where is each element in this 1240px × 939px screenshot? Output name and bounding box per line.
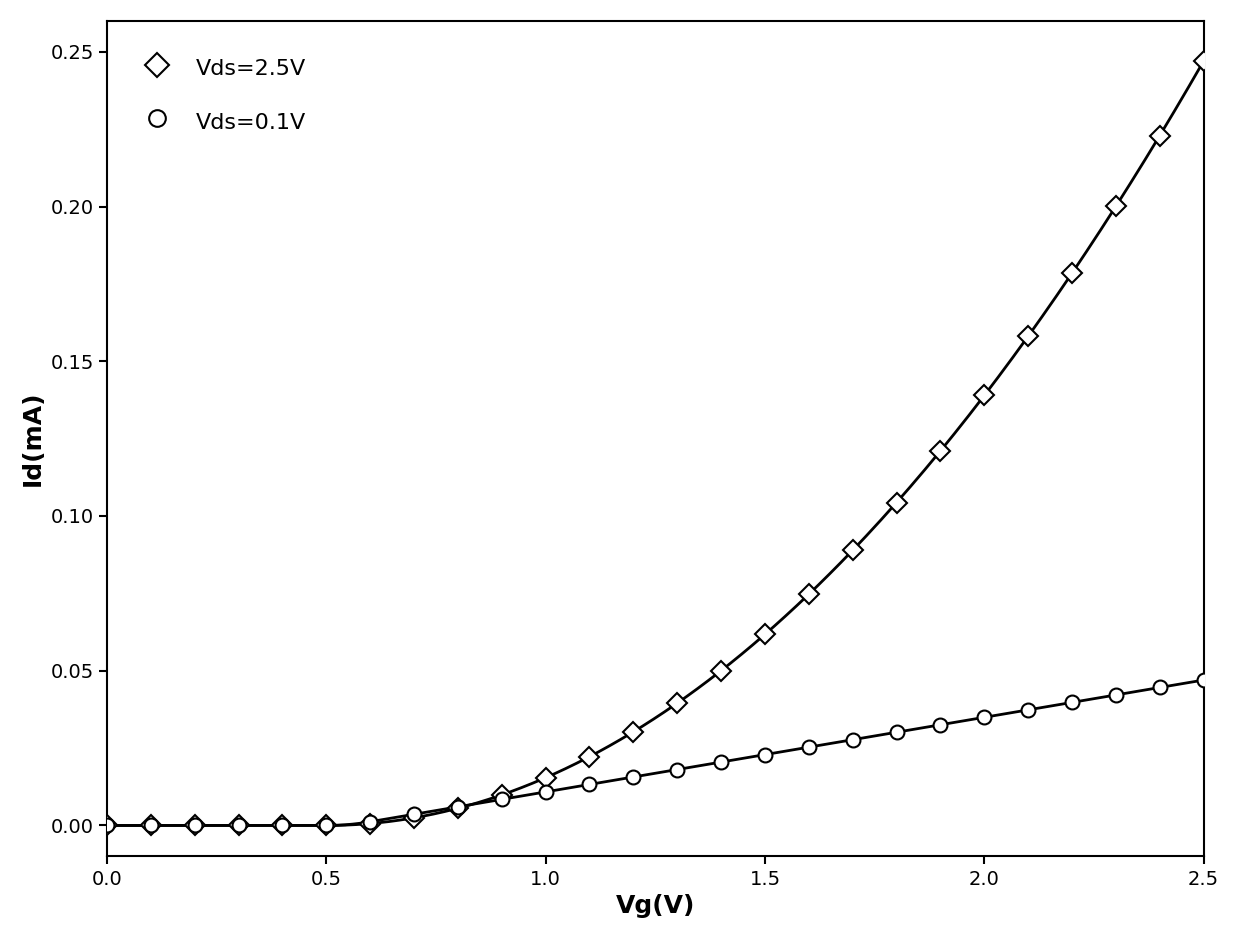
Vds=0.1V [670, 764, 684, 776]
Vds=2.5V [670, 698, 684, 709]
Vds=2.5V [1065, 268, 1080, 279]
Vds=0.1V [99, 820, 114, 831]
Vds=0.1V [1152, 682, 1167, 693]
Vds=0.1V [450, 801, 465, 812]
Vds=0.1V [889, 727, 904, 738]
Vds=0.1V [144, 820, 159, 831]
Vds=2.5V [1197, 55, 1211, 67]
Vds=0.1V [319, 820, 334, 831]
Vds=0.1V [1021, 704, 1035, 716]
Vds=2.5V [363, 818, 378, 829]
Vds=2.5V [144, 820, 159, 831]
Vds=2.5V [977, 390, 992, 401]
Vds=2.5V [407, 812, 422, 824]
Vds=0.1V [363, 816, 378, 827]
Vds=0.1V [495, 793, 510, 805]
Vds=2.5V [450, 803, 465, 814]
Vds=0.1V [187, 820, 202, 831]
Vds=0.1V [538, 786, 553, 797]
Vds=0.1V [275, 820, 290, 831]
Y-axis label: Id(mA): Id(mA) [21, 391, 45, 486]
Vds=0.1V [1109, 689, 1123, 700]
Vds=2.5V [846, 545, 861, 556]
Vds=2.5V [1152, 130, 1167, 141]
Vds=2.5V [626, 726, 641, 737]
Vds=0.1V [758, 749, 773, 761]
Line: Vds=2.5V: Vds=2.5V [100, 54, 1210, 832]
Vds=2.5V [801, 589, 816, 600]
Vds=2.5V [889, 497, 904, 508]
Vds=2.5V [1021, 331, 1035, 342]
Line: Vds=0.1V: Vds=0.1V [100, 673, 1210, 832]
Vds=0.1V [582, 778, 596, 790]
Vds=0.1V [1197, 674, 1211, 685]
Vds=2.5V [758, 629, 773, 640]
Vds=2.5V [99, 820, 114, 831]
Vds=2.5V [231, 820, 246, 831]
Vds=0.1V [231, 820, 246, 831]
X-axis label: Vg(V): Vg(V) [615, 894, 694, 918]
Vds=0.1V [977, 712, 992, 723]
Vds=2.5V [714, 665, 729, 676]
Vds=2.5V [932, 445, 947, 456]
Vds=0.1V [714, 757, 729, 768]
Vds=0.1V [407, 808, 422, 820]
Vds=0.1V [932, 719, 947, 731]
Vds=2.5V [1109, 201, 1123, 212]
Vds=0.1V [846, 734, 861, 746]
Vds=2.5V [538, 772, 553, 783]
Vds=0.1V [626, 771, 641, 782]
Vds=0.1V [801, 742, 816, 753]
Vds=2.5V [319, 820, 334, 831]
Vds=2.5V [582, 751, 596, 762]
Vds=0.1V [1065, 697, 1080, 708]
Vds=2.5V [495, 790, 510, 801]
Legend: Vds=2.5V, Vds=0.1V: Vds=2.5V, Vds=0.1V [118, 32, 329, 157]
Vds=2.5V [187, 820, 202, 831]
Vds=2.5V [275, 820, 290, 831]
